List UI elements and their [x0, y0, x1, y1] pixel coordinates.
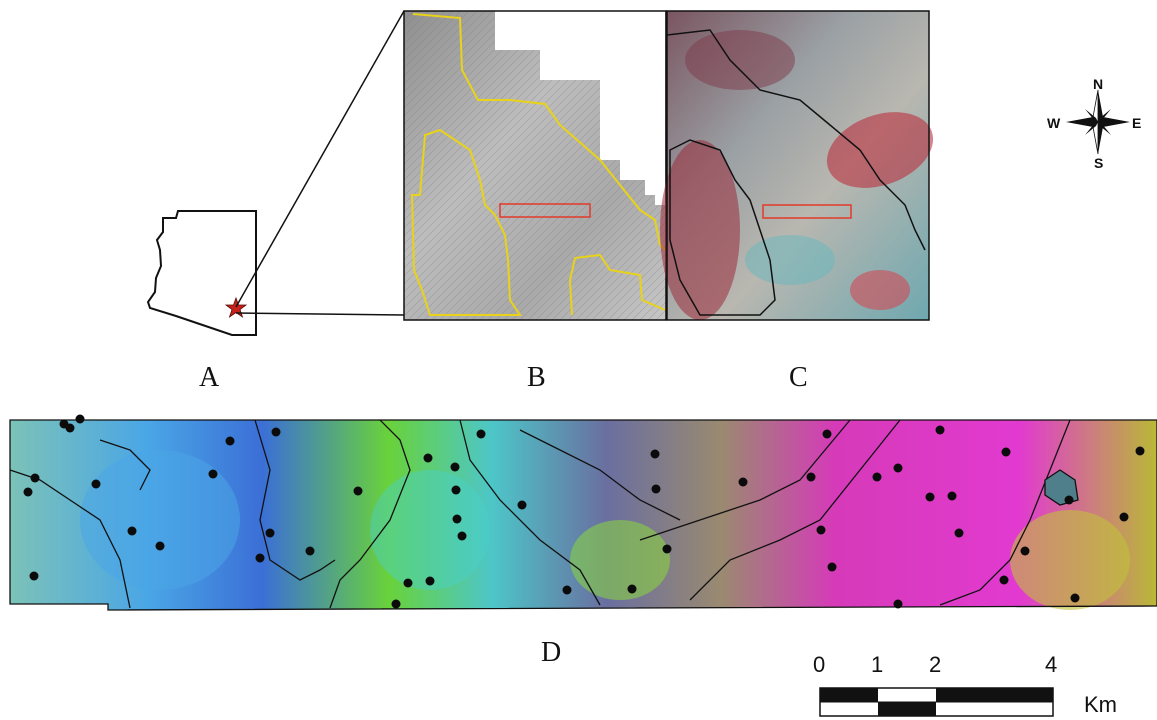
sample-point — [425, 576, 435, 586]
leader-line-bottom — [235, 312, 405, 316]
boundary-polygon-inner — [410, 128, 522, 316]
sample-point — [925, 492, 935, 502]
sample-point — [954, 528, 964, 538]
sample-point — [127, 526, 137, 536]
sample-point — [1135, 446, 1145, 456]
sample-point — [423, 453, 433, 463]
sample-point — [353, 486, 363, 496]
unit-boundary-3 — [254, 419, 336, 581]
unit-boundary-4 — [329, 419, 411, 609]
boundary-polygon-outer — [412, 13, 666, 251]
leader-line-top — [235, 10, 405, 308]
sample-point — [450, 462, 460, 472]
sample-point — [562, 585, 572, 595]
panel-label-a: A — [199, 362, 220, 393]
scale-tick-0: 0 — [813, 652, 826, 677]
boundary-line-c-inner — [669, 139, 776, 316]
sample-point — [822, 429, 832, 439]
sample-point — [457, 531, 467, 541]
sample-point — [651, 484, 661, 494]
panel-label-b: B — [527, 362, 546, 393]
unit-boundary-2 — [99, 439, 151, 491]
compass-north-label: N — [1093, 76, 1104, 92]
unit-boundary-6 — [519, 429, 681, 521]
north-arrow-compass — [1066, 89, 1130, 155]
sample-point — [893, 463, 903, 473]
sample-point — [23, 487, 33, 497]
compass-east-label: E — [1132, 115, 1142, 131]
sample-point — [893, 599, 903, 609]
boundary-line-c-outer — [666, 29, 926, 251]
sample-point — [1070, 593, 1080, 603]
unit-boundary-7 — [639, 419, 851, 541]
panel-label-c: C — [789, 362, 808, 393]
sample-point — [816, 525, 826, 535]
unit-boundary-9 — [939, 419, 1071, 606]
sample-point — [65, 423, 75, 433]
compass-south-label: S — [1094, 155, 1104, 171]
sample-point — [827, 562, 837, 572]
sample-point — [872, 472, 882, 482]
sample-point — [999, 575, 1009, 585]
sample-point — [627, 584, 637, 594]
unit-boundary-5 — [459, 419, 601, 606]
panel-c-false-color-image — [660, 10, 934, 321]
panel-d-study-strip — [9, 414, 1157, 611]
sample-point — [451, 485, 461, 495]
sample-point — [1119, 512, 1129, 522]
sample-point — [29, 571, 39, 581]
compass-west-label: W — [1047, 115, 1061, 131]
sample-point — [650, 449, 660, 459]
scale-unit-label: Km — [1084, 692, 1117, 717]
sample-point — [75, 414, 85, 424]
sample-point — [30, 473, 40, 483]
panel-b-shaded-relief — [403, 10, 667, 321]
sample-point — [255, 553, 265, 563]
panel-label-d: D — [541, 637, 562, 668]
sample-point — [452, 514, 462, 524]
sample-point — [403, 578, 413, 588]
sample-point — [265, 528, 275, 538]
unit-boundary-8 — [689, 419, 901, 601]
study-area-box-c — [762, 204, 852, 219]
sample-point — [155, 541, 165, 551]
sample-point — [806, 472, 816, 482]
sample-point — [662, 544, 672, 554]
sample-point — [738, 477, 748, 487]
sample-point — [935, 425, 945, 435]
sample-points-layer — [23, 414, 1145, 609]
sample-point — [391, 599, 401, 609]
boundary-polygon-southeast — [568, 253, 666, 316]
study-area-box — [499, 203, 591, 218]
sample-point — [91, 479, 101, 489]
scale-tick-1: 1 — [871, 652, 884, 677]
sample-point — [1001, 447, 1011, 457]
sample-point — [271, 427, 281, 437]
scale-tick-4: 4 — [1045, 652, 1058, 677]
sample-point — [517, 500, 527, 510]
scale-tick-2: 2 — [929, 652, 942, 677]
sample-point — [305, 546, 315, 556]
sample-point — [208, 469, 218, 479]
study-location-star — [224, 296, 248, 319]
arizona-locator-map — [146, 10, 405, 336]
sample-point — [1064, 495, 1074, 505]
sample-point — [225, 436, 235, 446]
sample-point — [947, 491, 957, 501]
scale-bar — [819, 687, 1054, 717]
sample-point — [476, 429, 486, 439]
sample-point — [1020, 546, 1030, 556]
